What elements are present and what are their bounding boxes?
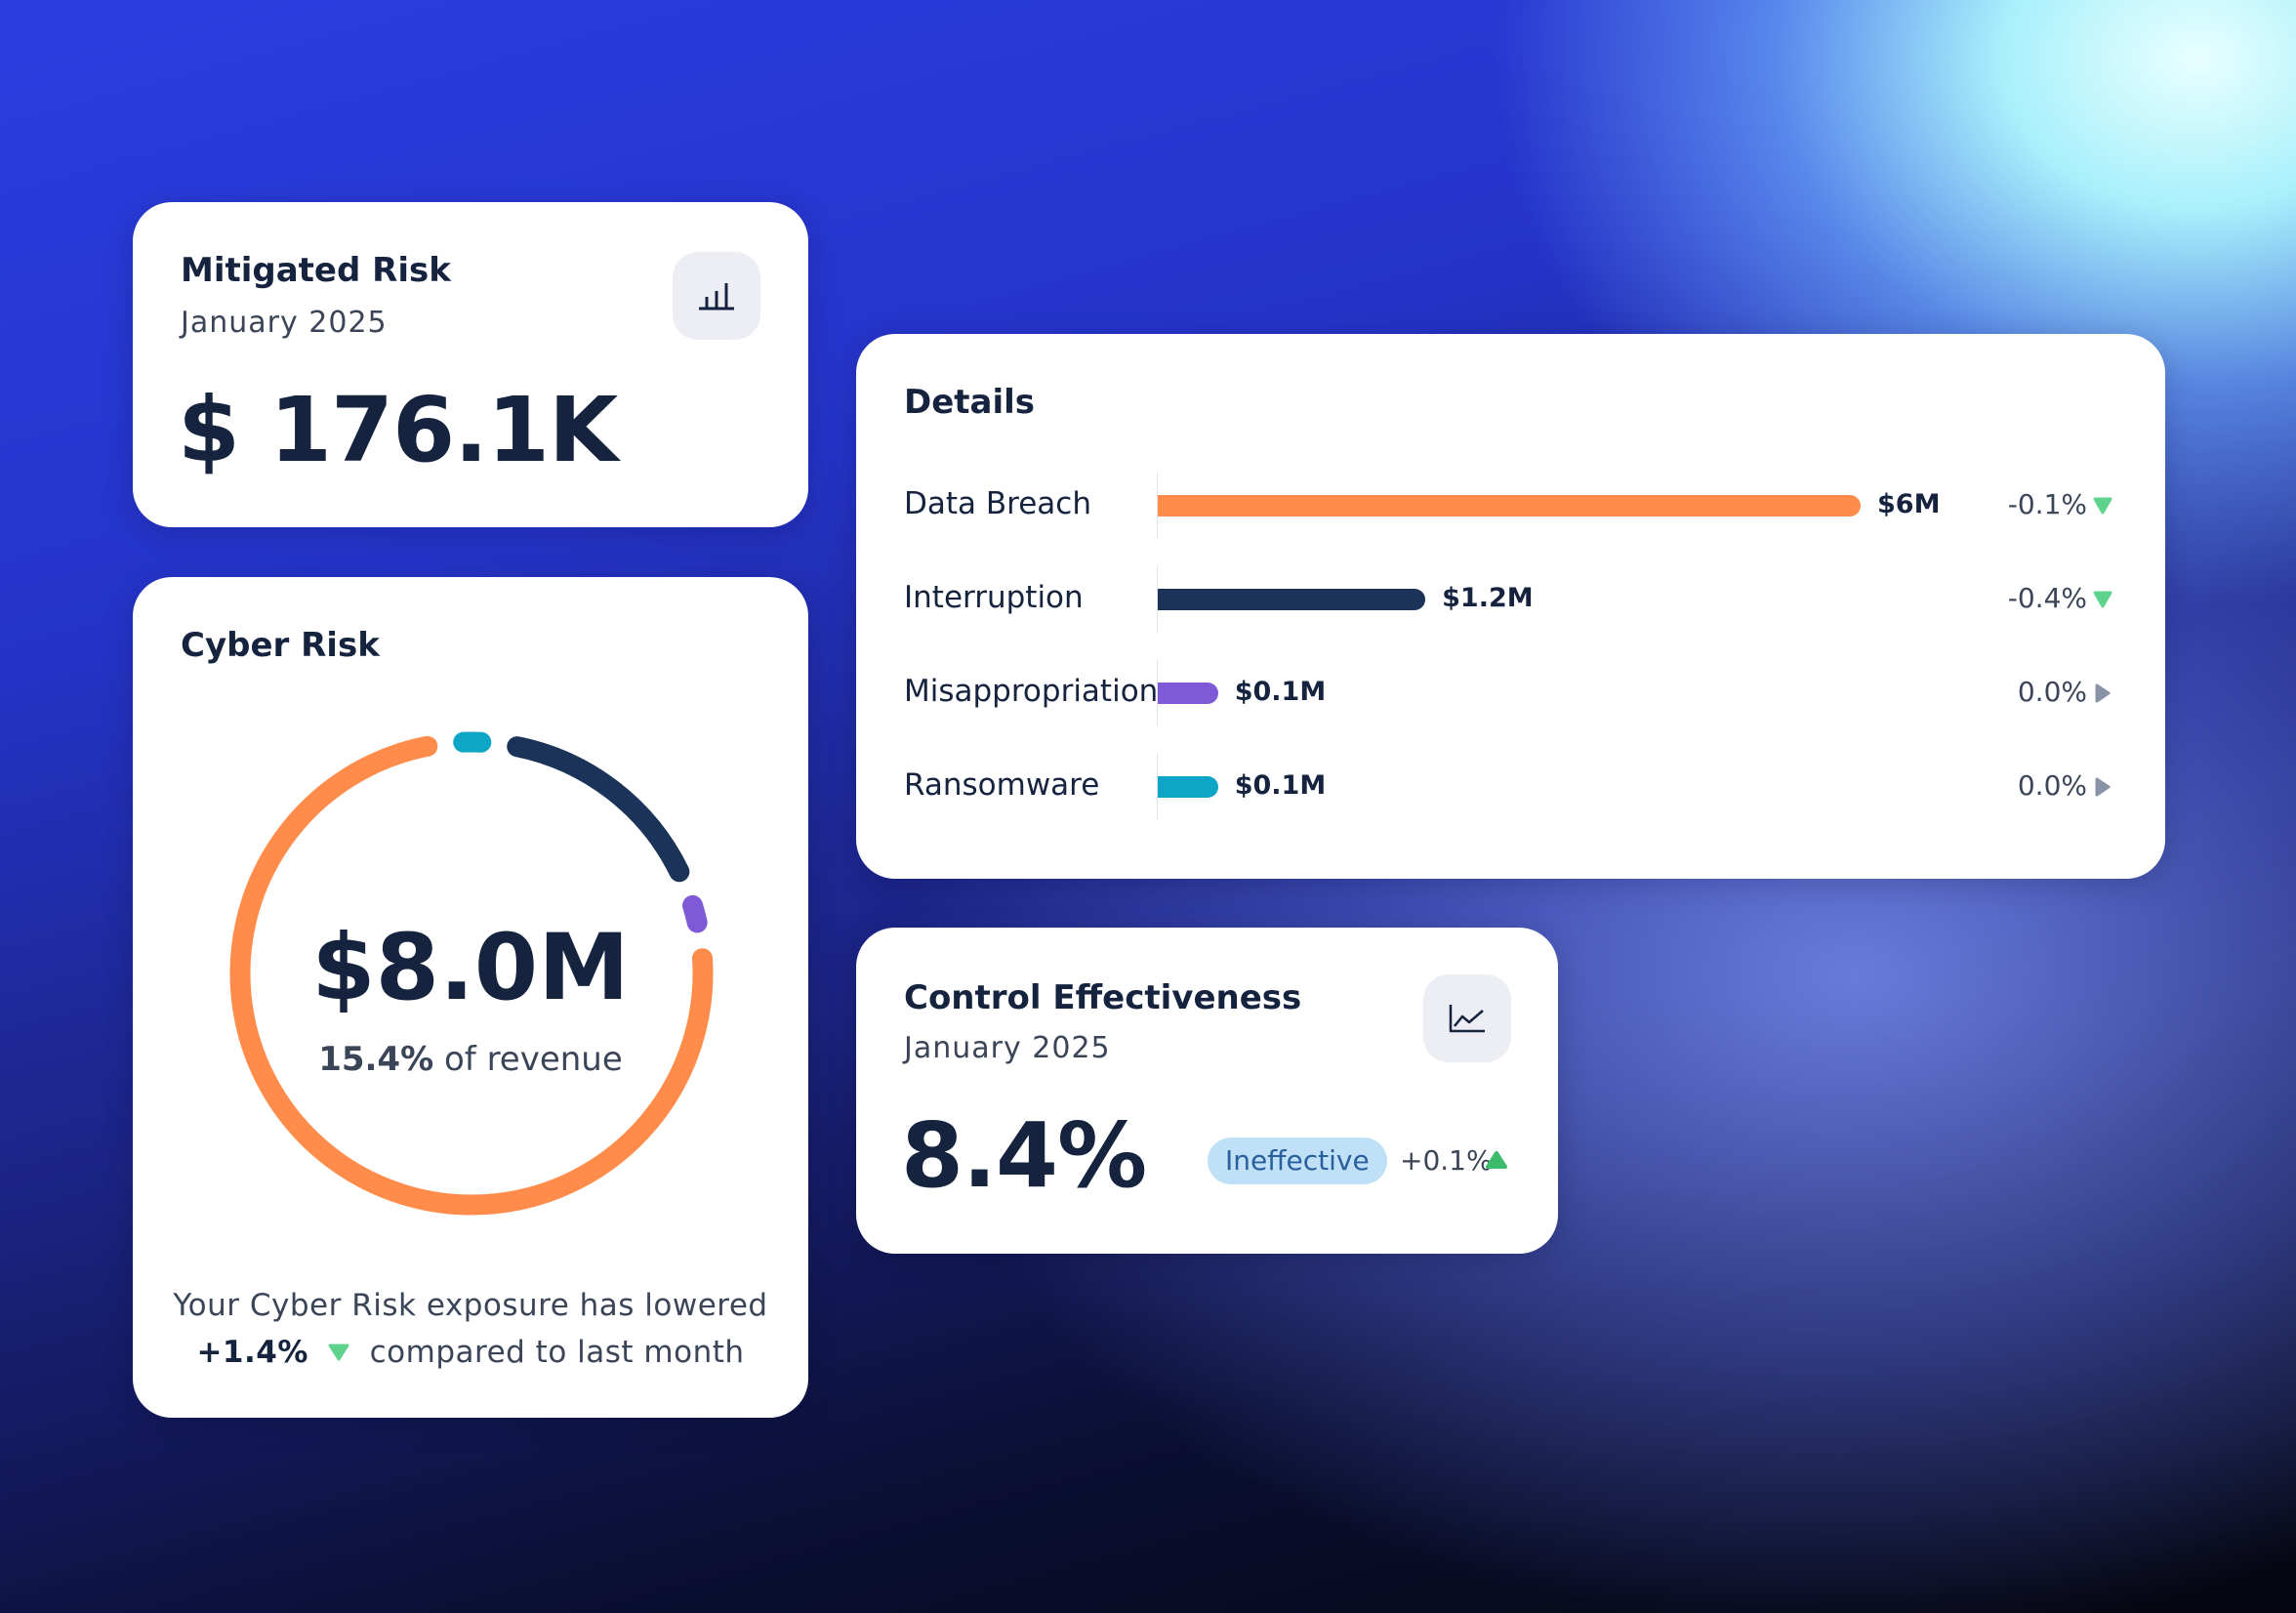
row-label: Data Breach [904, 486, 1091, 521]
mitigated-risk-value: $ 176.1K [178, 378, 618, 482]
row-bar [1158, 589, 1426, 610]
card-title: Control Effectiveness [904, 978, 1302, 1017]
row-change: -0.4% [2007, 582, 2087, 614]
footer-change: +1.4% [196, 1335, 308, 1370]
card-title: Cyber Risk [181, 626, 380, 665]
row-label: Interruption [904, 580, 1084, 615]
trend-flat-icon [2095, 683, 2111, 703]
axis-line [1157, 473, 1158, 539]
trend-down-icon [328, 1344, 349, 1361]
footer-line-2: +1.4% compared to last month [133, 1329, 808, 1376]
revenue-percent: 15.4% [318, 1040, 434, 1079]
line-chart-icon [1449, 1005, 1485, 1033]
footer-line-1: Your Cyber Risk exposure has lowered [173, 1288, 768, 1323]
row-label: Ransomware [904, 767, 1100, 803]
chart-view-button[interactable] [673, 252, 760, 340]
row-value: $6M [1877, 489, 1941, 519]
trend-up-icon [1486, 1151, 1507, 1169]
revenue-label: of revenue [443, 1040, 623, 1079]
row-change: -0.1% [2007, 488, 2087, 520]
axis-line [1157, 566, 1158, 633]
card-subtitle: January 2025 [904, 1031, 1111, 1065]
trend-down-icon [2093, 497, 2112, 515]
cyber-risk-footer: Your Cyber Risk exposure has lowered +1.… [133, 1282, 808, 1376]
trend-flat-icon [2095, 777, 2111, 797]
control-effectiveness-value: 8.4% [901, 1103, 1147, 1208]
row-value: $0.1M [1234, 677, 1327, 707]
row-value: $0.1M [1234, 770, 1327, 801]
donut-segment-interruption [507, 736, 690, 883]
donut-segment-misappropriation [682, 894, 708, 933]
row-change: 0.0% [2017, 769, 2087, 802]
card-title: Mitigated Risk [181, 251, 451, 290]
trend-down-icon [2093, 591, 2112, 608]
donut-segment-data-breach [229, 735, 714, 1216]
status-badge: Ineffective [1208, 1137, 1387, 1184]
row-bar [1158, 495, 1861, 517]
cyber-risk-donut-chart [229, 731, 714, 1216]
row-bar [1158, 682, 1218, 704]
details-card: Details Data Breach $6M -0.1% Interruption $… [856, 334, 2165, 879]
row-label: Misappropriation [904, 674, 1159, 709]
row-change: 0.0% [2017, 676, 2087, 708]
axis-line [1157, 660, 1158, 726]
mitigated-risk-card: Mitigated Risk January 2025 $ 176.1K [133, 202, 808, 527]
row-bar [1158, 776, 1218, 798]
axis-line [1157, 754, 1158, 820]
row-value: $1.2M [1442, 583, 1534, 613]
cyber-risk-card: Cyber Risk $8.0M 15.4% of revenue Your C… [133, 577, 808, 1418]
cyber-risk-total: $8.0M [311, 915, 630, 1021]
revenue-share: 15.4% of revenue [133, 1040, 808, 1079]
bar-chart-icon [699, 283, 734, 310]
footer-compare: compared to last month [369, 1335, 745, 1370]
change-value: +0.1% [1400, 1144, 1493, 1177]
card-subtitle: January 2025 [181, 306, 388, 340]
control-effectiveness-card: Control Effectiveness January 2025 8.4% … [856, 928, 1558, 1254]
card-title: Details [904, 383, 1036, 422]
trend-view-button[interactable] [1423, 974, 1511, 1062]
